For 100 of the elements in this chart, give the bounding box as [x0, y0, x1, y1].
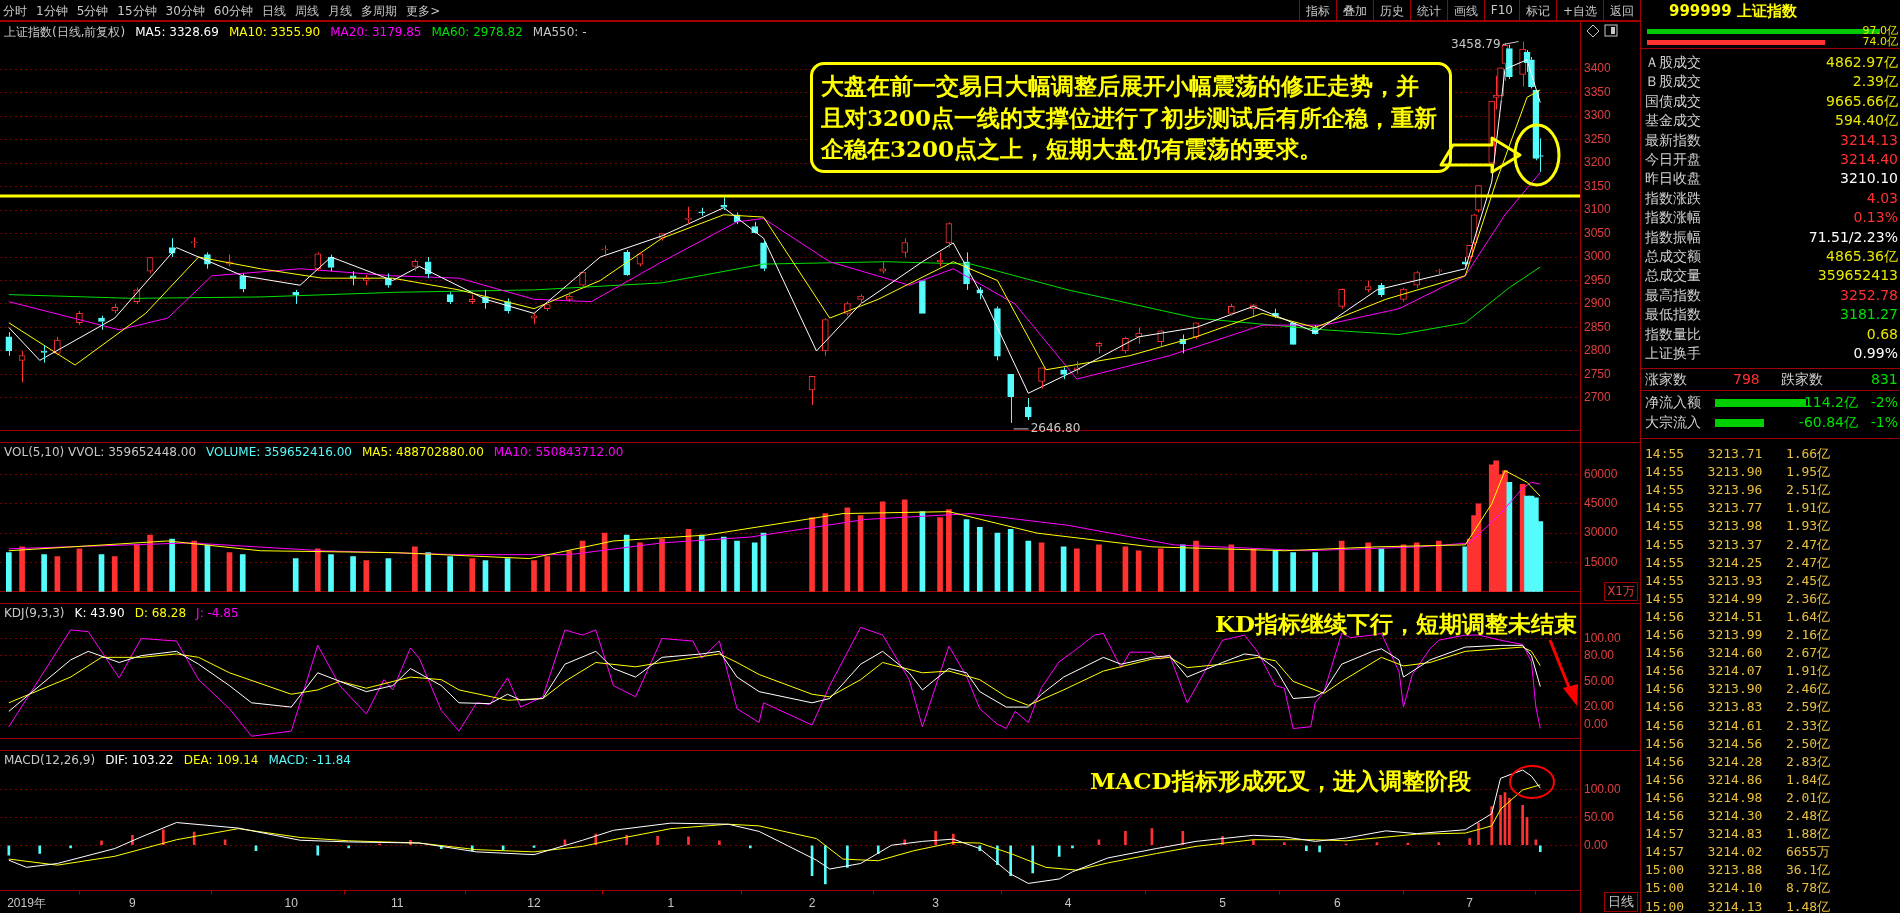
text: 0.13%: [1853, 209, 1898, 226]
x-tick-label: 11: [390, 896, 404, 911]
y-tick-label: 3100: [1584, 202, 1612, 217]
chart-title: VOL(5,10) VVOL: 359652448.00: [4, 445, 197, 459]
category-label: 日线: [262, 4, 287, 18]
text: 画线: [1446, 0, 1484, 20]
category-label: 1分钟: [36, 4, 68, 18]
y-tick-label: 3300: [1584, 108, 1612, 123]
y-tick-label: 0.00: [1584, 837, 1608, 852]
text: -1%: [1870, 414, 1898, 430]
x-tick-label: 2: [808, 896, 816, 911]
x-tick-label: 9: [129, 896, 137, 911]
annotation: 大盘在前一交易日大幅调整后展开小幅震荡的修正走势，并且对3200点一线的支撑位进行了初步测试后有所企稳，重新企稳在3200点之上，短期大盘仍有震荡的要求。: [810, 62, 1452, 174]
y-tick-label: 2750: [1584, 366, 1612, 381]
y-tick-label: 15000: [1584, 554, 1618, 569]
text: 14:56 3213.99 2.16亿: [1645, 626, 1831, 644]
text: DIF: 103.22: [105, 753, 174, 767]
chart-subtitle: MA550: -: [532, 25, 587, 39]
category-label: 多周期: [361, 4, 398, 18]
text: 14:55 3213.37 2.47亿: [1645, 535, 1831, 554]
text: 14:56 3213.83 2.59亿: [1645, 698, 1831, 717]
text: 14:55 3213.90 1.95亿: [1645, 463, 1831, 482]
text: 统计: [1409, 0, 1447, 20]
text: 14:56 3214.60 2.67亿: [1645, 644, 1831, 663]
text: 3181.27: [1840, 306, 1898, 323]
category-label: 更多>: [406, 4, 441, 18]
chart-title: MACD(12,26,9): [4, 753, 96, 767]
text: 15:00 3214.13 1.48亿: [1645, 897, 1831, 913]
text: VOLUME: 359652416.00: [206, 445, 352, 459]
x-tick-label: 5: [1219, 896, 1227, 911]
category-label: 国债成交: [1645, 92, 1701, 111]
text: +自选: [1555, 0, 1603, 20]
text: 3210.10: [1840, 170, 1898, 187]
y-tick-label: 3050: [1584, 225, 1612, 240]
text: 798: [1733, 371, 1760, 387]
category-label: 上证换手: [1645, 345, 1701, 363]
category-label: 大宗流入: [1645, 414, 1701, 432]
text: 14:57 3214.83 1.88亿: [1645, 825, 1831, 844]
category-label: 基金成交: [1645, 112, 1701, 131]
y-tick-label: 100.00: [1584, 782, 1622, 797]
text: -2%: [1870, 394, 1898, 410]
text: 4.03: [1866, 189, 1898, 206]
text: 999999 上证指数: [1669, 2, 1797, 21]
y-tick-label: 3250: [1584, 131, 1612, 146]
x-tick-label: 12: [527, 896, 542, 911]
y-tick-label: 50.00: [1584, 809, 1615, 824]
text: 71.51/2.23%: [1808, 228, 1898, 245]
category-label: 今日开盘: [1645, 151, 1701, 169]
data-label: 74.0亿: [1862, 35, 1898, 49]
text: 返回: [1603, 0, 1640, 20]
category-label: 指数涨跌: [1645, 189, 1701, 208]
category-label: 分时: [3, 4, 27, 18]
text: 历史: [1372, 0, 1410, 20]
text: 日线: [1604, 892, 1638, 912]
text: J: -4.85: [196, 606, 239, 620]
y-tick-label: 2950: [1584, 272, 1612, 287]
text: MA60: 2978.82: [431, 25, 523, 39]
x-tick-label: 6: [1333, 896, 1341, 911]
annotation: MACD指标形成死叉，进入调整阶段: [1090, 766, 1471, 796]
category-label: 最低指数: [1645, 306, 1701, 325]
text: 指标: [1298, 0, 1336, 20]
y-tick-label: 2900: [1584, 296, 1612, 311]
y-tick-label: 3200: [1584, 155, 1612, 170]
text: K: 43.90: [74, 606, 125, 620]
text: 14:55 3213.71 1.66亿: [1645, 445, 1831, 463]
x-tick-label: 10: [284, 896, 299, 911]
category-label: 昨日收盘: [1645, 170, 1701, 189]
text: 14:56 3214.86 1.84亿: [1645, 770, 1831, 789]
text: 0.99%: [1853, 345, 1898, 361]
y-tick-label: 45000: [1584, 496, 1618, 511]
x-tick-label: 3: [932, 896, 940, 911]
text: 15:00 3214.10 8.78亿: [1645, 879, 1831, 898]
text: 2.39亿: [1852, 73, 1898, 90]
category-label: 周线: [295, 4, 320, 18]
category-label: 指数振幅: [1645, 228, 1701, 247]
text: 14:55 3214.25 2.47亿: [1645, 553, 1831, 572]
text: 标记: [1518, 0, 1556, 20]
y-tick-label: 3150: [1584, 178, 1612, 193]
category-label: 总成交量: [1645, 267, 1701, 286]
text: 14:55 3213.98 1.93亿: [1645, 517, 1831, 536]
category-label: 净流入额: [1645, 394, 1701, 412]
y-tick-label: 2800: [1584, 343, 1612, 358]
y-tick-label: 2850: [1584, 319, 1612, 334]
text: 14:55 3213.93 2.45亿: [1645, 571, 1831, 590]
y-tick-label: 30000: [1584, 525, 1618, 540]
text: MA20: 3179.85: [330, 25, 422, 39]
y-tick-label: 2700: [1584, 390, 1612, 405]
text: 14:56 3214.61 2.33亿: [1645, 716, 1831, 735]
y-tick-label: 60000: [1584, 466, 1618, 481]
text: MACD: -11.84: [268, 753, 351, 767]
text: 14:57 3214.02 6655万: [1645, 843, 1831, 862]
text: 跌家数: [1781, 371, 1823, 389]
x-tick-label: 2019年: [7, 896, 46, 911]
data-label: -60.84亿: [1798, 414, 1858, 432]
text: MA5: 488702880.00: [361, 445, 484, 459]
annotation: KD指标继续下行，短期调整未结束: [1215, 609, 1577, 639]
text: 15:00 3213.88 36.1亿: [1645, 861, 1831, 880]
text: 14:56 3214.51 1.64亿: [1645, 607, 1831, 626]
annotation: 3458.79: [1451, 36, 1501, 51]
text: 0.68: [1866, 325, 1898, 342]
